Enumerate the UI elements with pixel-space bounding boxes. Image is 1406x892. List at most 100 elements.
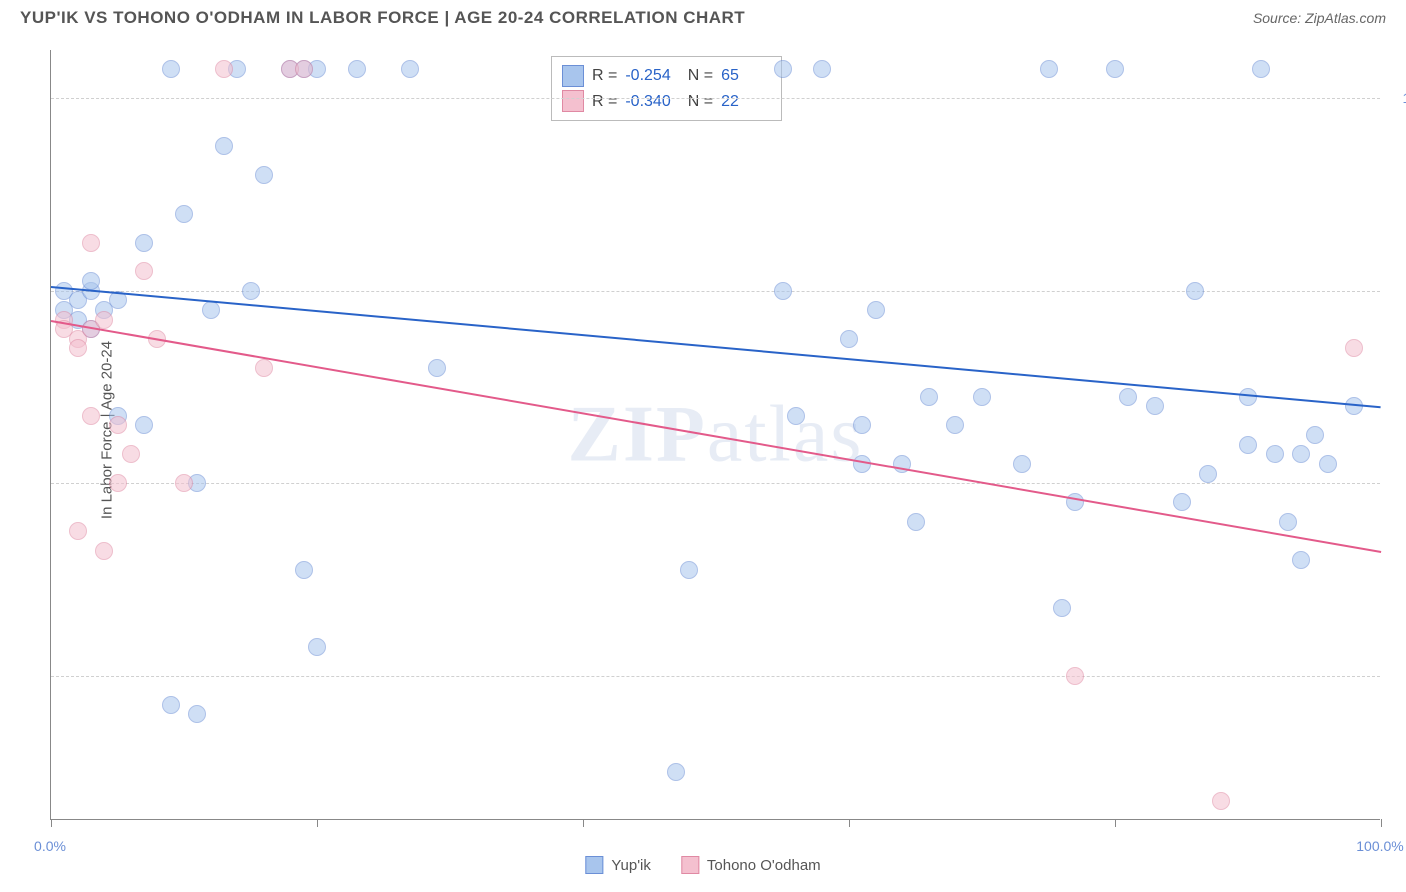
stat-r-label: R = [592,89,617,115]
scatter-point [1146,397,1164,415]
scatter-point [1199,465,1217,483]
y-tick-label: 100.0% [1390,90,1406,106]
scatter-point [215,60,233,78]
scatter-point [774,282,792,300]
x-tick [317,819,318,827]
scatter-point [1013,455,1031,473]
stat-n-value: 65 [721,63,771,89]
scatter-point [680,561,698,579]
stat-n-value: 22 [721,89,771,115]
scatter-point [162,696,180,714]
scatter-point [255,359,273,377]
scatter-point [920,388,938,406]
scatter-point [95,311,113,329]
chart-title: YUP'IK VS TOHONO O'ODHAM IN LABOR FORCE … [20,8,745,28]
legend-swatch [562,90,584,112]
scatter-point [1239,436,1257,454]
legend-label: Yup'ik [611,857,651,874]
scatter-point [135,416,153,434]
legend-item: Yup'ik [585,856,651,874]
stats-row: R = -0.254 N = 65 [562,63,771,89]
chart-plot-area: ZIPatlas R =-0.254 N =65R =-0.340 N =22 … [50,50,1380,820]
x-tick [1381,819,1382,827]
gridline [51,676,1380,677]
stat-n-label: N = [683,89,713,115]
scatter-point [122,445,140,463]
scatter-point [348,60,366,78]
x-tick-label: 0.0% [34,838,66,854]
scatter-point [69,339,87,357]
scatter-point [295,561,313,579]
scatter-point [82,234,100,252]
scatter-point [1266,445,1284,463]
scatter-point [135,234,153,252]
scatter-point [667,763,685,781]
scatter-point [1186,282,1204,300]
scatter-point [242,282,260,300]
scatter-point [215,137,233,155]
scatter-point [1106,60,1124,78]
scatter-point [188,705,206,723]
scatter-point [162,60,180,78]
scatter-point [82,272,100,290]
scatter-point [255,166,273,184]
y-tick-label: 60.0% [1390,475,1406,491]
chart-header: YUP'IK VS TOHONO O'ODHAM IN LABOR FORCE … [0,0,1406,32]
scatter-point [202,301,220,319]
scatter-point [774,60,792,78]
scatter-point [1292,445,1310,463]
y-tick-label: 80.0% [1390,283,1406,299]
scatter-point [308,638,326,656]
x-tick [583,819,584,827]
scatter-point [175,205,193,223]
stats-legend-box: R = -0.254 N = 65 R = -0.340 N = 22 [551,56,782,121]
scatter-point [175,474,193,492]
scatter-point [867,301,885,319]
legend-swatch [585,856,603,874]
scatter-point [428,359,446,377]
trend-line [51,286,1381,408]
scatter-point [82,407,100,425]
scatter-point [95,542,113,560]
legend-swatch [681,856,699,874]
scatter-point [1306,426,1324,444]
scatter-point [109,416,127,434]
scatter-point [787,407,805,425]
gridline [51,98,1380,99]
stat-r-value: -0.340 [625,89,675,115]
legend-swatch [562,65,584,87]
x-tick [849,819,850,827]
scatter-point [1066,667,1084,685]
scatter-point [946,416,964,434]
scatter-point [840,330,858,348]
x-tick [51,819,52,827]
series-legend: Yup'ik Tohono O'odham [585,856,820,874]
trend-line [51,320,1381,553]
scatter-point [401,60,419,78]
scatter-point [853,416,871,434]
scatter-point [1345,339,1363,357]
scatter-point [813,60,831,78]
scatter-point [1252,60,1270,78]
scatter-point [973,388,991,406]
legend-item: Tohono O'odham [681,856,821,874]
stat-r-label: R = [592,63,617,89]
scatter-point [1173,493,1191,511]
x-tick-label: 100.0% [1356,838,1403,854]
stats-row: R = -0.340 N = 22 [562,89,771,115]
scatter-point [135,262,153,280]
x-tick [1115,819,1116,827]
stat-r-value: -0.254 [625,63,675,89]
scatter-point [109,474,127,492]
stat-n-label: N = [683,63,713,89]
scatter-point [1319,455,1337,473]
gridline [51,483,1380,484]
scatter-point [1053,599,1071,617]
scatter-point [1212,792,1230,810]
scatter-point [69,522,87,540]
scatter-point [1292,551,1310,569]
scatter-point [1279,513,1297,531]
chart-source: Source: ZipAtlas.com [1253,10,1386,26]
legend-label: Tohono O'odham [707,857,821,874]
scatter-point [907,513,925,531]
